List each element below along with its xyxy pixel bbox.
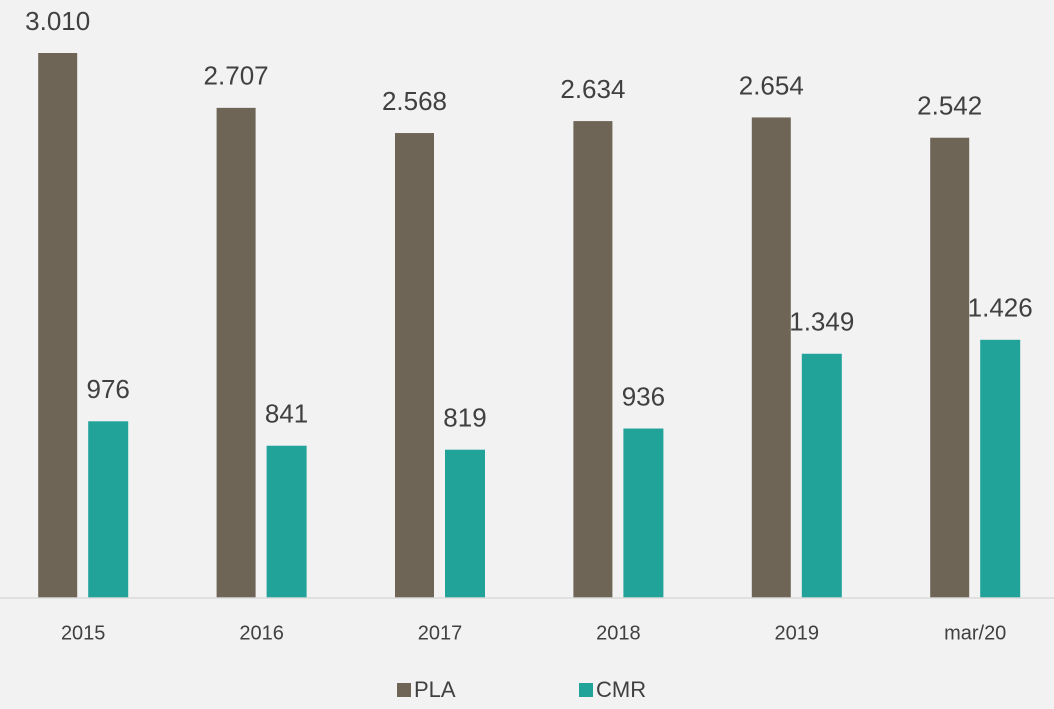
bar [266,445,307,598]
value-label: 2.568 [382,86,447,116]
x-tick-label: mar/20 [944,622,1006,644]
bar [980,339,1021,598]
value-label: 2.654 [739,70,804,100]
x-tick-label: 2019 [775,622,820,644]
x-tick-label: 2015 [61,622,106,644]
value-label: 819 [443,403,486,433]
bar [216,107,256,599]
legend-swatch [579,683,593,697]
legend-label: CMR [596,677,646,702]
bar [445,449,485,598]
bar [395,133,434,598]
value-label: 1.426 [968,293,1033,323]
x-tick-label: 2017 [418,622,463,644]
legend-swatch [397,683,411,697]
value-label: 2.634 [560,74,625,104]
value-label: 936 [622,381,665,411]
bar [930,137,970,598]
x-tick-label: 2018 [596,622,641,644]
value-label: 976 [87,374,130,404]
bar [573,121,613,598]
value-label: 2.542 [917,91,982,121]
value-label: 2.707 [204,61,269,91]
bar [38,53,78,598]
bar [751,117,791,599]
value-label: 841 [265,399,308,429]
bar [801,353,842,598]
bar [88,421,129,598]
value-label: 3.010 [25,6,90,36]
bar [623,428,664,598]
x-tick-label: 2016 [239,622,284,644]
value-label: 1.349 [789,307,854,337]
legend-label: PLA [414,677,456,702]
